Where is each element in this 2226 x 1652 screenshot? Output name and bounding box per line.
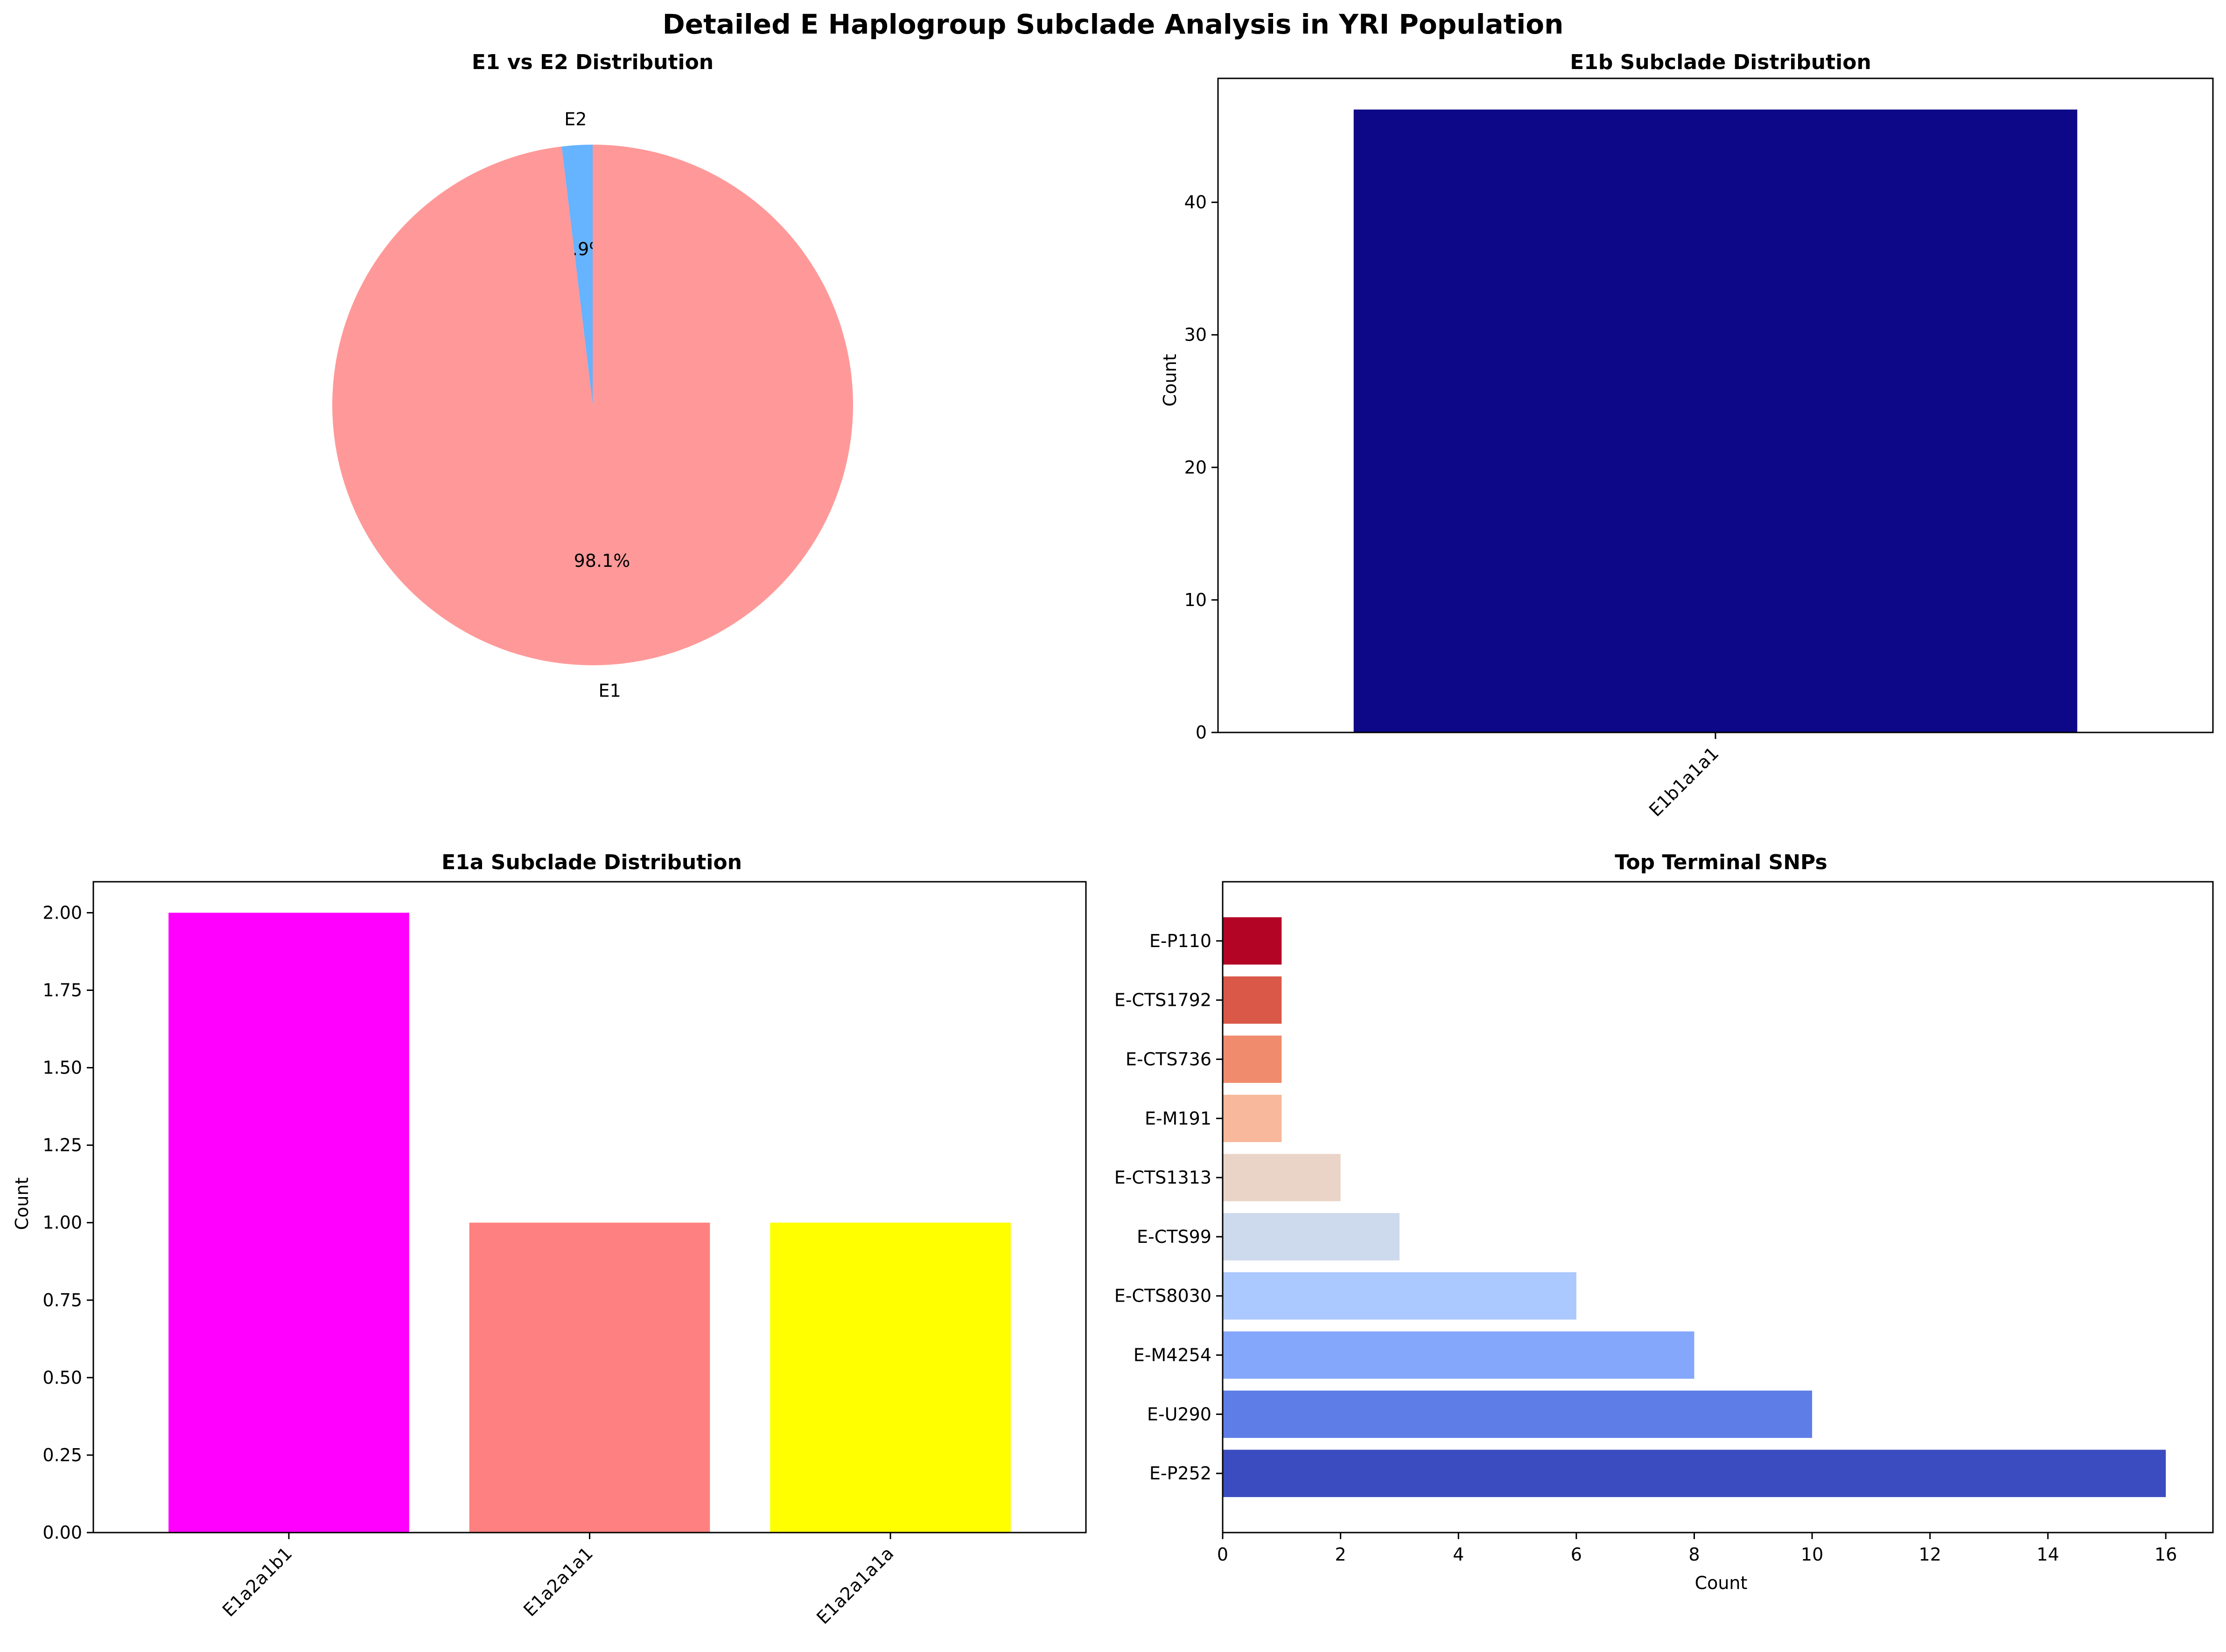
snp-y-tick-label: E-P110	[1149, 931, 1211, 951]
snp-y-tick-label: E-CTS99	[1137, 1227, 1211, 1247]
e1b-title: E1b Subclade Distribution	[1570, 50, 1871, 74]
figure-suptitle: Detailed E Haplogroup Subclade Analysis …	[663, 8, 1564, 40]
snp-x-tick-label: 2	[1335, 1544, 1346, 1565]
snp-bar	[1223, 1213, 1400, 1261]
e1b-y-tick-label: 10	[1184, 590, 1207, 610]
snp-x-tick-label: 0	[1217, 1544, 1228, 1565]
snp-y-tick-label: E-M4254	[1134, 1345, 1211, 1366]
e1a-bar	[770, 1222, 1011, 1533]
e1b-y-tick-label: 0	[1196, 722, 1207, 743]
snp-x-tick-label: 6	[1571, 1544, 1582, 1565]
pie-slice-label: E1	[599, 681, 621, 701]
e1a-y-tick-label: 1.75	[42, 980, 82, 1001]
snp-bar	[1223, 1154, 1341, 1201]
snp-bar	[1223, 1094, 1282, 1142]
bar-chart-e1a: E1a Subclade Distribution Count 0.00 0.25…	[12, 850, 1087, 1628]
snp-bar	[1223, 1450, 2166, 1497]
e1a-y-tick-label: 0.75	[42, 1290, 82, 1310]
e1a-bar	[168, 913, 409, 1533]
snp-y-tick-label: E-CTS1313	[1114, 1167, 1211, 1188]
bar-chart-e1b: E1b Subclade Distribution Count 0 10 20 30 4…	[1160, 50, 2214, 821]
e1b-bar	[1353, 109, 2078, 732]
snp-x-tick-label: 16	[2155, 1544, 2177, 1565]
e1a-y-tick-label: 1.25	[42, 1135, 82, 1156]
snp-x-tick-label: 14	[2037, 1544, 2059, 1565]
snp-bar	[1223, 1390, 1813, 1438]
e1a-y-tick-label: 2.00	[42, 902, 82, 923]
e1a-title: E1a Subclade Distribution	[441, 850, 742, 874]
pie-slice	[332, 145, 853, 665]
pie-slice-label: E2	[564, 109, 587, 129]
snp-title: Top Terminal SNPs	[1615, 850, 1827, 874]
e1a-axes-frame	[92, 881, 1087, 1534]
e1a-bar	[469, 1222, 710, 1533]
snp-bar	[1223, 1272, 1576, 1320]
snp-x-tick-label: 10	[1801, 1544, 1823, 1565]
pie-percent-label: 98.1%	[574, 551, 630, 571]
pie-slice	[561, 145, 593, 405]
snp-y-tick-label: E-CTS736	[1126, 1049, 1211, 1069]
snp-y-tick-label: E-M191	[1145, 1108, 1211, 1129]
pie-title: E1 vs E2 Distribution	[472, 50, 714, 74]
e1a-y-axis-label: Count	[12, 1178, 32, 1230]
snp-y-tick-label: E-U290	[1147, 1404, 1211, 1424]
e1b-y-tick-label: 20	[1184, 457, 1207, 478]
e1a-y-tick-label: 0.00	[42, 1522, 82, 1543]
snp-y-tick-label: E-CTS1792	[1114, 990, 1211, 1011]
e1b-y-axis-label: Count	[1160, 354, 1180, 407]
snp-bar	[1223, 1331, 1694, 1379]
snp-bar	[1223, 976, 1282, 1024]
snp-x-tick-label: 12	[1919, 1544, 1941, 1565]
snp-axes-frame	[1222, 881, 2214, 1534]
e1b-y-tick-label: 40	[1184, 192, 1207, 213]
e1a-y-tick-label: 1.50	[42, 1058, 82, 1078]
e1a-y-tick-label: 0.25	[42, 1445, 82, 1465]
snp-y-tick-label: E-P252	[1149, 1463, 1211, 1484]
snp-x-tick-label: 8	[1688, 1544, 1700, 1565]
e1a-y-tick-label: 1.00	[42, 1213, 82, 1233]
snp-y-tick-label: E-CTS8030	[1114, 1286, 1211, 1306]
e1b-y-tick-label: 30	[1184, 325, 1207, 345]
snp-x-tick-label: 4	[1453, 1544, 1464, 1565]
bar-chart-terminal-snps: Top Terminal SNPs Count E-P252 E-U290 E-M4…	[1114, 850, 2214, 1593]
snp-x-axis-label: Count	[1695, 1573, 1748, 1593]
snp-bar	[1223, 1035, 1282, 1083]
e1a-y-tick-label: 0.50	[42, 1367, 82, 1388]
e1b-axes-frame	[1217, 77, 2214, 733]
snp-bar	[1223, 917, 1282, 965]
